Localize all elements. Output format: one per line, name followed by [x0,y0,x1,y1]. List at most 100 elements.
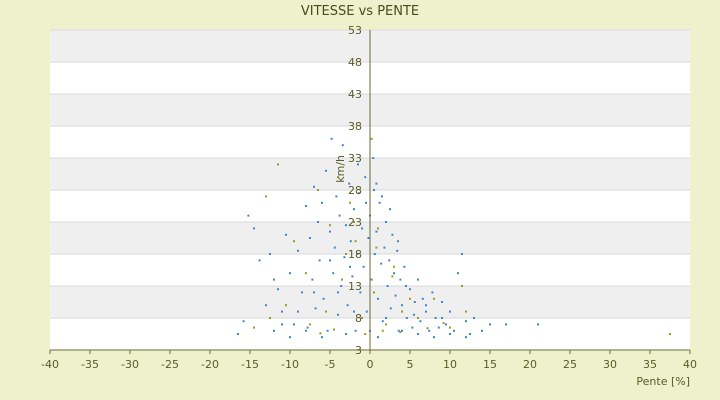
x-tick-label: 40 [683,358,697,371]
data-point [305,272,307,275]
y-tick-label: 8 [355,312,362,325]
y-tick-label: 28 [348,184,362,197]
data-point [381,320,384,323]
data-point [380,262,383,265]
data-point [465,310,467,313]
data-point [277,163,279,166]
data-point [318,259,321,262]
data-point [281,323,283,326]
data-point [329,230,331,233]
data-points [237,137,671,339]
data-point [237,333,239,335]
data-point [405,285,407,287]
data-point [401,329,403,332]
data-point [461,285,463,287]
data-point [359,291,362,294]
data-point [354,240,357,243]
data-point [348,182,351,185]
data-point [364,333,367,335]
x-tick-label: 20 [523,358,537,371]
data-point [353,208,355,211]
data-point [362,265,365,268]
data-point [329,224,331,227]
data-point [397,240,399,243]
chart-title: VITESSE vs PENTE [301,4,419,19]
data-point [389,307,392,310]
data-point [353,310,355,313]
x-tick-label: -35 [81,358,99,371]
data-point [381,195,383,198]
data-point [441,301,443,303]
data-point [305,329,307,332]
data-point [419,320,422,323]
data-point [383,246,386,249]
data-point [306,326,309,329]
data-point [317,189,319,191]
data-point [388,259,391,262]
x-tick-label: 30 [603,358,617,371]
data-point [373,189,375,191]
data-point [505,323,507,326]
data-point [269,253,271,255]
data-point [399,331,402,334]
data-point [297,249,299,252]
y-tick-label: 33 [348,152,362,165]
data-point [434,317,437,319]
data-point [357,163,359,166]
data-point [409,288,411,291]
x-axis-label: Pente [%] [636,375,690,388]
data-point [343,256,346,259]
x-tick-label: -20 [201,358,219,371]
data-point [305,205,307,207]
data-point [345,333,347,335]
data-point [365,201,367,204]
data-point [417,333,419,335]
data-point [364,176,367,179]
x-tick-label: 35 [643,358,657,371]
data-point [253,326,255,329]
y-tick-label: 13 [348,280,362,293]
data-point [277,288,279,291]
data-point [289,336,291,339]
data-point [273,329,275,332]
data-point [425,304,427,307]
data-point [457,272,459,275]
data-point [345,253,347,255]
x-tick-label: -30 [121,358,139,371]
data-point [361,227,363,230]
data-point [461,253,463,255]
data-point [370,137,373,140]
data-point [313,291,315,294]
data-point [341,144,344,147]
data-point [401,304,403,307]
data-point [335,195,338,198]
data-point [346,304,349,307]
data-point [391,233,394,236]
data-point [465,320,467,323]
data-point [325,310,327,313]
data-point [413,313,415,316]
data-point [428,329,431,332]
data-point [265,304,267,307]
y-tick-label: 43 [348,88,362,101]
data-point [321,336,323,339]
data-point [449,310,451,313]
data-point [401,310,403,313]
data-point [385,323,387,326]
x-tick-label: 15 [483,358,497,371]
data-point [301,291,303,294]
data-point [351,275,354,278]
data-point [377,297,379,300]
data-point [411,326,414,329]
data-point [473,317,475,319]
data-point [397,329,400,332]
data-point [326,329,329,332]
data-point [340,285,343,287]
data-point [322,297,325,300]
data-point [247,214,250,217]
data-point [330,137,333,140]
data-point [333,246,336,249]
x-tick-label: -40 [41,358,59,371]
data-point [321,201,323,204]
